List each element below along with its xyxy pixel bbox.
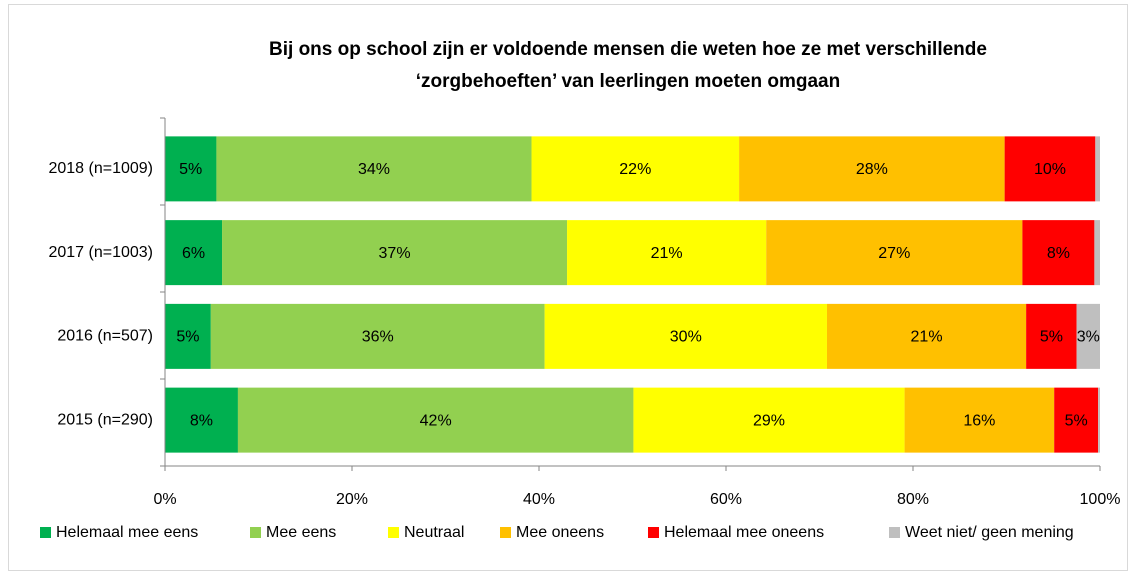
bar-segment: [165, 387, 238, 453]
bar-segment: [165, 220, 223, 286]
legend-label: Neutraal: [404, 524, 464, 541]
data-label: 22%: [619, 161, 651, 178]
x-tick-label: 60%: [710, 491, 742, 508]
data-label: 10%: [1034, 161, 1066, 178]
legend-label: Mee eens: [266, 524, 336, 541]
bar-segment: [165, 136, 217, 202]
legend-label: Helemaal mee eens: [56, 524, 198, 541]
x-tick-label: 100%: [1080, 491, 1121, 508]
bar-segment: [165, 303, 211, 369]
data-label: 21%: [911, 329, 943, 346]
data-label: 36%: [362, 329, 394, 346]
bar-segment: [1098, 387, 1100, 453]
bar-segment: [567, 220, 767, 286]
legend-swatch: [250, 527, 261, 538]
legend-swatch: [40, 527, 51, 538]
data-label: 37%: [379, 245, 411, 262]
data-label: 29%: [753, 412, 785, 429]
bar-segment: [633, 387, 905, 453]
y-tick-label: 2016 (n=507): [57, 328, 153, 345]
data-label: 6%: [182, 245, 205, 262]
bar-segment: [826, 303, 1027, 369]
data-label: 16%: [963, 412, 995, 429]
data-label: 27%: [878, 245, 910, 262]
data-label: 21%: [651, 245, 683, 262]
bar-segment: [210, 303, 545, 369]
data-label: 34%: [358, 161, 390, 178]
x-tick-label: 20%: [336, 491, 368, 508]
y-tick-label: 2015 (n=290): [57, 411, 153, 428]
legend-swatch: [500, 527, 511, 538]
data-label: 42%: [420, 412, 452, 429]
data-label: 5%: [179, 161, 202, 178]
bar-segment: [904, 387, 1055, 453]
x-tick-label: 80%: [897, 491, 929, 508]
bar-segment: [1022, 220, 1095, 286]
data-label: 5%: [176, 329, 199, 346]
bar-segment: [1094, 220, 1100, 286]
legend-swatch: [889, 527, 900, 538]
bar-segment: [216, 136, 532, 202]
bar-segment: [531, 136, 740, 202]
x-tick-label: 0%: [153, 491, 176, 508]
bar-segment: [1004, 136, 1096, 202]
legend-label: Helemaal mee oneens: [664, 524, 824, 541]
bar-segment: [766, 220, 1023, 286]
data-label: 8%: [1047, 245, 1070, 262]
bar-segment: [1076, 303, 1100, 369]
bar-segment: [739, 136, 1005, 202]
x-tick-label: 40%: [523, 491, 555, 508]
data-label: 3%: [1077, 329, 1100, 346]
data-label: 5%: [1040, 329, 1063, 346]
legend-swatch: [648, 527, 659, 538]
y-tick-label: 2018 (n=1009): [48, 160, 153, 177]
bar-segment: [1095, 136, 1100, 202]
chart-title: Bij ons op school zijn er voldoende mens…: [269, 39, 987, 60]
bar-segment: [237, 387, 634, 453]
bar-segment: [222, 220, 568, 286]
bar-segment: [1026, 303, 1077, 369]
bar-segment: [1054, 387, 1099, 453]
y-tick-label: 2017 (n=1003): [48, 244, 153, 261]
data-label: 8%: [190, 412, 213, 429]
data-label: 28%: [856, 161, 888, 178]
legend-label: Mee oneens: [516, 524, 604, 541]
bar-segment: [544, 303, 827, 369]
legend-label: Weet niet/ geen mening: [905, 524, 1074, 541]
chart-title: ‘zorgbehoeften’ van leerlingen moeten om…: [416, 71, 840, 92]
data-label: 5%: [1065, 412, 1088, 429]
legend-swatch: [388, 527, 399, 538]
data-label: 30%: [670, 329, 702, 346]
chart-border: [8, 4, 1128, 571]
